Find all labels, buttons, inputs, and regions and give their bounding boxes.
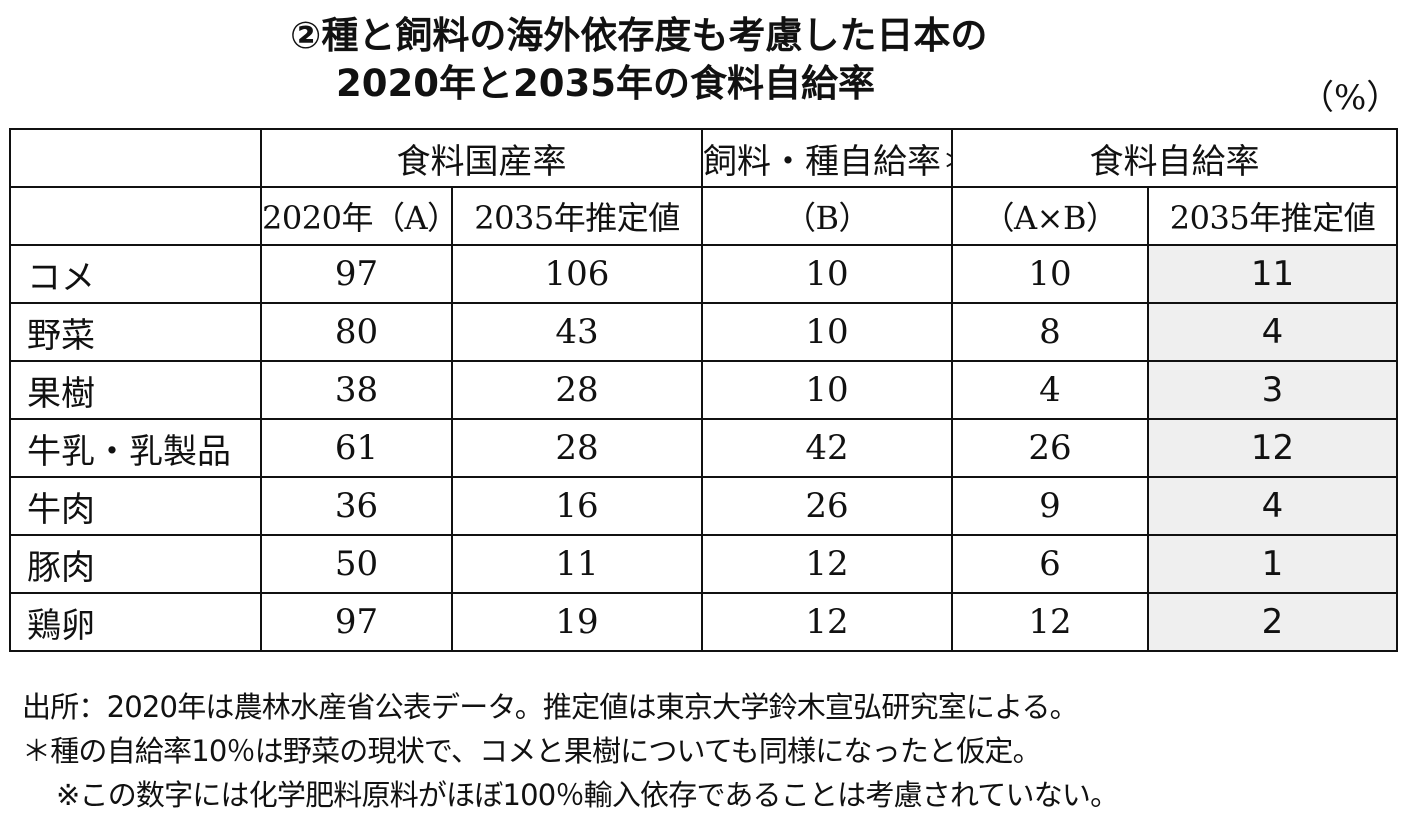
table-row: 牛乳・乳製品 61 28 42 26 12 — [9, 418, 1398, 478]
cell-ab: 4 — [951, 360, 1149, 420]
cell-ss2035: 12 — [1147, 418, 1398, 478]
subheader-2020-a: 2020年（A） — [260, 186, 453, 246]
cell-ab: 26 — [951, 418, 1149, 478]
cell-ss2035: 3 — [1147, 360, 1398, 420]
cell-b: 10 — [701, 360, 953, 420]
cell-ab: 8 — [951, 302, 1149, 362]
cell-a2020: 36 — [260, 476, 453, 536]
cell-b: 12 — [701, 534, 953, 594]
cell-est2035: 28 — [451, 418, 703, 478]
row-label: 牛乳・乳製品 — [9, 418, 262, 478]
cell-ss2035: 2 — [1147, 592, 1398, 652]
row-label: 牛肉 — [9, 476, 262, 536]
sub-header-row: 2020年（A） 2035年推定値 （B） （A×B） 2035年推定値 — [9, 186, 1398, 246]
cell-est2035: 43 — [451, 302, 703, 362]
table-row: 鶏卵 97 19 12 12 2 — [9, 592, 1398, 652]
note-asterisk: ＊種の自給率10％は野菜の現状で、コメと果樹についても同様になったと仮定。 — [22, 734, 1042, 768]
subheader-a-times-b: （A×B） — [951, 186, 1149, 246]
table-row: 牛肉 36 16 26 9 4 — [9, 476, 1398, 536]
group-header-row: 食料国産率 飼料・種自給率＊ 食料自給率 — [9, 128, 1398, 188]
cell-b: 26 — [701, 476, 953, 536]
subheader-2035-estimate: 2035年推定値 — [451, 186, 703, 246]
cell-est2035: 11 — [451, 534, 703, 594]
cell-ab: 6 — [951, 534, 1149, 594]
title-line-1: ②種と飼料の海外依存度も考慮した日本の — [290, 14, 988, 57]
row-label: 果樹 — [9, 360, 262, 420]
table-row: 野菜 80 43 10 8 4 — [9, 302, 1398, 362]
table-body: コメ 97 106 10 10 11 野菜 80 43 10 8 4 果樹 38 28 10 4 3 牛乳・乳製品 6… — [9, 244, 1398, 652]
row-label: コメ — [9, 244, 262, 304]
header-feed-seed-rate: 飼料・種自給率＊ — [701, 128, 953, 188]
cell-b: 10 — [701, 244, 953, 304]
row-label: 豚肉 — [9, 534, 262, 594]
cell-b: 12 — [701, 592, 953, 652]
cell-ss2035: 4 — [1147, 476, 1398, 536]
cell-a2020: 97 — [260, 244, 453, 304]
cell-a2020: 38 — [260, 360, 453, 420]
header-self-sufficiency: 食料自給率 — [951, 128, 1398, 188]
cell-ab: 12 — [951, 592, 1149, 652]
subheader-b: （B） — [701, 186, 953, 246]
cell-a2020: 50 — [260, 534, 453, 594]
table-row: 豚肉 50 11 12 6 1 — [9, 534, 1398, 594]
cell-a2020: 61 — [260, 418, 453, 478]
unit-label: （%） — [1300, 78, 1401, 118]
cell-a2020: 80 — [260, 302, 453, 362]
cell-est2035: 16 — [451, 476, 703, 536]
cell-b: 10 — [701, 302, 953, 362]
cell-est2035: 106 — [451, 244, 703, 304]
cell-est2035: 28 — [451, 360, 703, 420]
cell-est2035: 19 — [451, 592, 703, 652]
cell-ss2035: 4 — [1147, 302, 1398, 362]
corner-cell-2 — [9, 186, 262, 246]
header-domestic-rate: 食料国産率 — [260, 128, 703, 188]
cell-a2020: 97 — [260, 592, 453, 652]
food-self-sufficiency-table: 食料国産率 飼料・種自給率＊ 食料自給率 2020年（A） 2035年推定値 （… — [9, 128, 1398, 652]
cell-ab: 10 — [951, 244, 1149, 304]
table-row: コメ 97 106 10 10 11 — [9, 244, 1398, 304]
cell-ss2035: 11 — [1147, 244, 1398, 304]
cell-ab: 9 — [951, 476, 1149, 536]
title-line-2: 2020年と2035年の食料自給率 — [336, 62, 875, 105]
table-row: 果樹 38 28 10 4 3 — [9, 360, 1398, 420]
note-caveat: ※この数字には化学肥料原料がほぼ100％輸入依存であることは考慮されていない。 — [56, 778, 1119, 812]
row-label: 鶏卵 — [9, 592, 262, 652]
subheader-2035-self-sufficiency: 2035年推定値 — [1147, 186, 1398, 246]
cell-ss2035: 1 — [1147, 534, 1398, 594]
cell-b: 42 — [701, 418, 953, 478]
corner-cell — [9, 128, 262, 188]
row-label: 野菜 — [9, 302, 262, 362]
note-source: 出所：2020年は農林水産省公表データ。推定値は東京大学鈴木宣弘研究室による。 — [22, 690, 1079, 724]
